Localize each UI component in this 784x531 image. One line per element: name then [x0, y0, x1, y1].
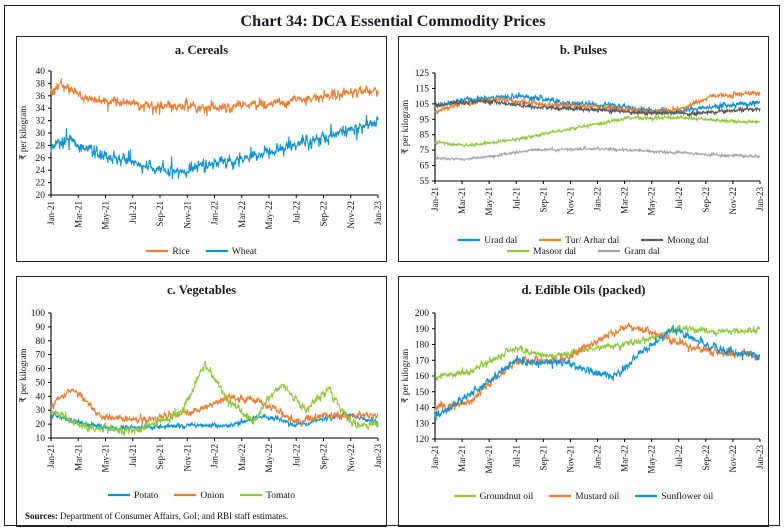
svg-text:Nov-22: Nov-22 — [346, 444, 356, 472]
svg-text:65: 65 — [420, 162, 430, 172]
svg-text:Jan-22: Jan-22 — [593, 187, 603, 211]
svg-text:Jan-22: Jan-22 — [593, 445, 603, 469]
svg-text:180: 180 — [415, 341, 430, 351]
svg-text:Sep-22: Sep-22 — [701, 187, 711, 213]
svg-text:₹ per kilogram: ₹ per kilogram — [18, 348, 28, 402]
svg-text:Jul-22: Jul-22 — [291, 201, 301, 224]
svg-text:Jan-21: Jan-21 — [430, 445, 440, 469]
svg-text:200: 200 — [415, 309, 430, 319]
svg-text:50: 50 — [36, 378, 46, 388]
svg-text:Mar-22: Mar-22 — [620, 445, 630, 472]
svg-text:105: 105 — [415, 100, 430, 110]
svg-text:40: 40 — [36, 67, 46, 77]
svg-text:May-22: May-22 — [264, 201, 274, 230]
svg-text:Jul-21: Jul-21 — [511, 445, 521, 468]
svg-text:Nov-22: Nov-22 — [346, 201, 356, 229]
svg-text:85: 85 — [420, 131, 430, 141]
svg-text:26: 26 — [36, 154, 46, 164]
svg-text:Jan-22: Jan-22 — [210, 444, 220, 468]
svg-text:May-22: May-22 — [264, 444, 274, 473]
svg-text:34: 34 — [36, 104, 46, 114]
svg-text:Jul-22: Jul-22 — [674, 445, 684, 468]
svg-text:160: 160 — [415, 372, 430, 382]
svg-text:Mar-21: Mar-21 — [457, 445, 467, 472]
svg-text:130: 130 — [415, 419, 430, 429]
svg-text:Sep-21: Sep-21 — [155, 201, 165, 227]
svg-text:170: 170 — [415, 356, 430, 366]
svg-text:Mar-22: Mar-22 — [237, 444, 247, 471]
svg-text:32: 32 — [36, 117, 46, 127]
svg-text:Jul-21: Jul-21 — [128, 444, 138, 467]
svg-text:Jan-23: Jan-23 — [755, 187, 765, 211]
svg-text:May-21: May-21 — [101, 444, 111, 473]
svg-text:Sep-21: Sep-21 — [538, 445, 548, 471]
svg-text:Sep-22: Sep-22 — [319, 444, 329, 470]
svg-text:May-22: May-22 — [647, 187, 657, 216]
svg-text:30: 30 — [36, 129, 46, 139]
svg-text:28: 28 — [36, 141, 46, 151]
svg-text:Nov-21: Nov-21 — [182, 201, 192, 229]
svg-text:36: 36 — [36, 92, 46, 102]
svg-text:Jul-21: Jul-21 — [128, 201, 138, 224]
svg-text:24: 24 — [36, 166, 46, 176]
svg-text:Jul-22: Jul-22 — [291, 444, 301, 467]
svg-text:20: 20 — [36, 191, 46, 201]
svg-text:Jan-22: Jan-22 — [210, 201, 220, 225]
svg-text:Sep-22: Sep-22 — [701, 445, 711, 471]
svg-text:May-21: May-21 — [484, 187, 494, 216]
svg-text:₹ per kilogram: ₹ per kilogram — [400, 349, 410, 403]
svg-text:100: 100 — [31, 309, 46, 319]
svg-text:May-21: May-21 — [101, 201, 111, 230]
svg-text:Jan-21: Jan-21 — [46, 444, 56, 468]
svg-text:Mar-21: Mar-21 — [457, 187, 467, 214]
svg-text:Jul-22: Jul-22 — [674, 187, 684, 210]
svg-text:Mar-21: Mar-21 — [73, 201, 83, 228]
svg-text:190: 190 — [415, 325, 430, 335]
svg-text:22: 22 — [36, 179, 46, 189]
svg-text:40: 40 — [36, 392, 46, 402]
svg-text:70: 70 — [36, 351, 46, 361]
svg-text:125: 125 — [415, 69, 430, 79]
svg-text:90: 90 — [36, 323, 46, 333]
svg-text:Nov-21: Nov-21 — [565, 187, 575, 215]
svg-text:₹ per kilogram: ₹ per kilogram — [18, 106, 28, 160]
svg-text:Nov-22: Nov-22 — [728, 445, 738, 473]
svg-text:May-21: May-21 — [484, 445, 494, 474]
svg-text:75: 75 — [420, 146, 430, 156]
svg-text:₹ per kilogram: ₹ per kilogram — [400, 100, 410, 154]
svg-text:Mar-21: Mar-21 — [73, 444, 83, 471]
svg-text:95: 95 — [420, 115, 430, 125]
svg-text:Jan-21: Jan-21 — [46, 201, 56, 225]
svg-text:10: 10 — [36, 434, 46, 444]
svg-text:Jul-21: Jul-21 — [511, 187, 521, 210]
svg-text:80: 80 — [36, 337, 46, 347]
svg-text:Sep-21: Sep-21 — [538, 187, 548, 213]
svg-text:Nov-21: Nov-21 — [182, 444, 192, 472]
svg-text:Jan-23: Jan-23 — [755, 445, 765, 469]
svg-text:115: 115 — [415, 84, 429, 94]
svg-text:140: 140 — [415, 404, 430, 414]
svg-text:Sep-22: Sep-22 — [319, 201, 329, 227]
svg-text:150: 150 — [415, 388, 430, 398]
svg-text:30: 30 — [36, 406, 46, 416]
svg-text:Nov-21: Nov-21 — [565, 445, 575, 473]
svg-text:Jan-21: Jan-21 — [430, 187, 440, 211]
svg-text:Sep-21: Sep-21 — [155, 444, 165, 470]
svg-text:20: 20 — [36, 420, 46, 430]
svg-text:May-22: May-22 — [647, 445, 657, 474]
svg-text:Nov-22: Nov-22 — [728, 187, 738, 215]
svg-text:Mar-22: Mar-22 — [620, 187, 630, 214]
svg-text:Mar-22: Mar-22 — [237, 201, 247, 228]
svg-text:120: 120 — [415, 435, 430, 445]
svg-text:55: 55 — [420, 177, 430, 187]
svg-text:Jan-23: Jan-23 — [373, 201, 383, 225]
svg-text:60: 60 — [36, 365, 46, 375]
svg-text:38: 38 — [36, 79, 46, 89]
svg-text:Jan-23: Jan-23 — [373, 444, 383, 468]
